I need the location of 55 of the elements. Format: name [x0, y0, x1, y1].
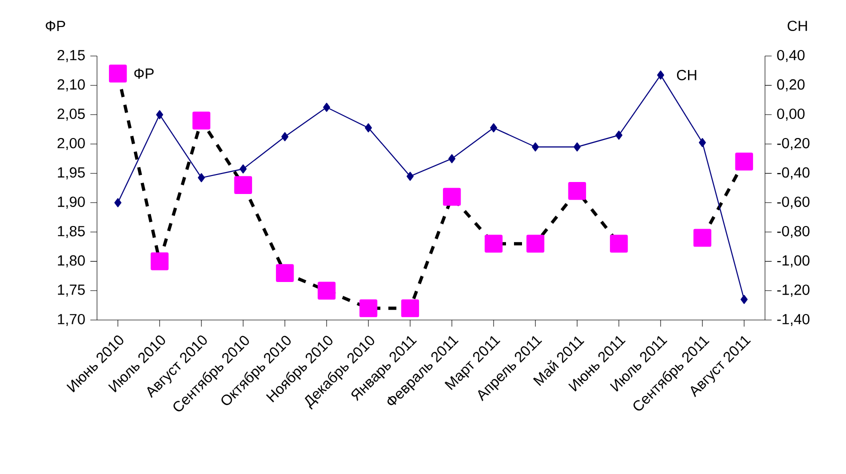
y2-tick-label: -0,80: [777, 226, 810, 238]
series-label: ФР: [134, 68, 154, 79]
y-tick-label: 1,75: [58, 284, 85, 297]
point: [401, 299, 420, 318]
point: [150, 252, 169, 270]
point: [526, 234, 544, 253]
point: [323, 102, 330, 112]
y-tick-label: 1,90: [58, 196, 85, 209]
point: [657, 70, 664, 80]
y2-tick-label: -1,40: [777, 314, 810, 326]
point: [406, 172, 414, 181]
y2-tick-label: -0,20: [777, 138, 810, 150]
point: [240, 164, 247, 174]
point: [532, 142, 539, 152]
y-tick-label: 2,15: [58, 50, 85, 62]
point: [318, 282, 336, 300]
y2-tick-label: -0,40: [777, 167, 810, 180]
y2-tick-label: -0,60: [777, 196, 810, 209]
y2-axis-title: СН: [788, 20, 807, 32]
y2-tick-label: -1,20: [777, 284, 810, 297]
point: [359, 299, 378, 318]
point: [192, 112, 210, 130]
point: [574, 142, 581, 152]
point: [735, 152, 754, 171]
y-tick-label: 2,05: [58, 108, 85, 121]
point: [610, 234, 628, 253]
point: [490, 123, 498, 132]
point: [484, 234, 503, 253]
point: [693, 228, 712, 247]
series-label: СН: [676, 70, 696, 80]
point: [448, 154, 456, 164]
point: [108, 64, 127, 83]
point: [364, 123, 372, 132]
y-tick-label: 2,10: [58, 79, 85, 92]
y-tick-label: 2,00: [58, 138, 85, 150]
y-axis-title: ФР: [46, 20, 66, 32]
y-tick-label: 1,80: [58, 255, 85, 268]
y2-tick-label: 0,20: [777, 79, 805, 92]
y-tick-label: 1,70: [58, 314, 85, 326]
point: [442, 188, 461, 206]
point: [281, 132, 288, 142]
point: [740, 294, 748, 304]
point: [114, 198, 122, 208]
y2-tick-label: 0,40: [777, 50, 805, 62]
y-tick-label: 1,85: [58, 226, 85, 238]
point: [198, 173, 205, 182]
y-tick-label: 1,95: [58, 167, 85, 180]
point: [234, 176, 252, 194]
point: [568, 182, 586, 200]
point: [615, 130, 622, 140]
y2-tick-label: 0,00: [777, 108, 805, 121]
y2-tick-label: -1,00: [777, 255, 810, 268]
point: [276, 264, 294, 282]
point: [698, 138, 706, 148]
point: [156, 110, 164, 120]
